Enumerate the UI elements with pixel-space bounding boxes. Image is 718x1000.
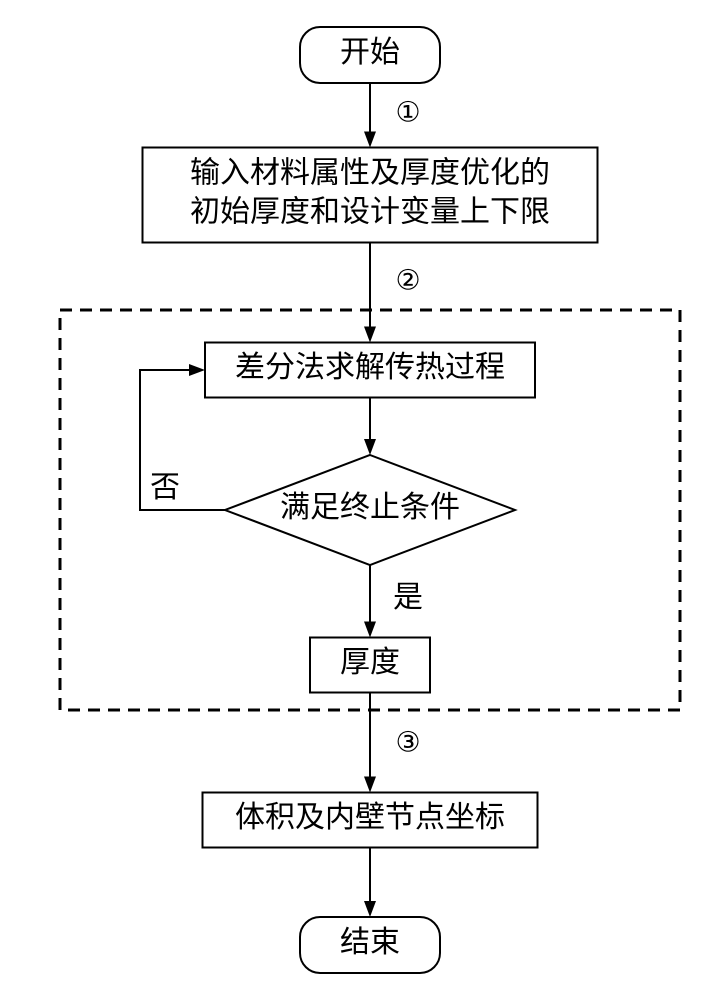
node-decision-label: 满足终止条件 — [280, 491, 460, 524]
loop-edge-label: 否 — [150, 471, 180, 504]
node-decision: 满足终止条件 — [225, 455, 515, 565]
node-input-line-0: 输入材料属性及厚度优化的 — [190, 156, 550, 189]
step-label-③: ③ — [395, 727, 420, 758]
node-end-label: 结束 — [340, 926, 400, 959]
node-volume: 体积及内壁节点坐标 — [203, 793, 538, 848]
step-label-①: ① — [395, 97, 420, 128]
step-label-②: ② — [395, 265, 420, 296]
node-start-label: 开始 — [340, 36, 400, 69]
node-input-line-1: 初始厚度和设计变量上下限 — [190, 195, 550, 228]
node-volume-label: 体积及内壁节点坐标 — [235, 801, 505, 834]
node-start: 开始 — [300, 27, 440, 83]
edge-label-decision-thickness: 是 — [393, 581, 423, 614]
node-solve: 差分法求解传热过程 — [205, 343, 535, 398]
node-input: 输入材料属性及厚度优化的初始厚度和设计变量上下限 — [143, 148, 598, 243]
node-end: 结束 — [300, 917, 440, 973]
node-thickness-label: 厚度 — [340, 646, 400, 679]
node-solve-label: 差分法求解传热过程 — [235, 351, 505, 384]
node-thickness: 厚度 — [310, 638, 430, 693]
